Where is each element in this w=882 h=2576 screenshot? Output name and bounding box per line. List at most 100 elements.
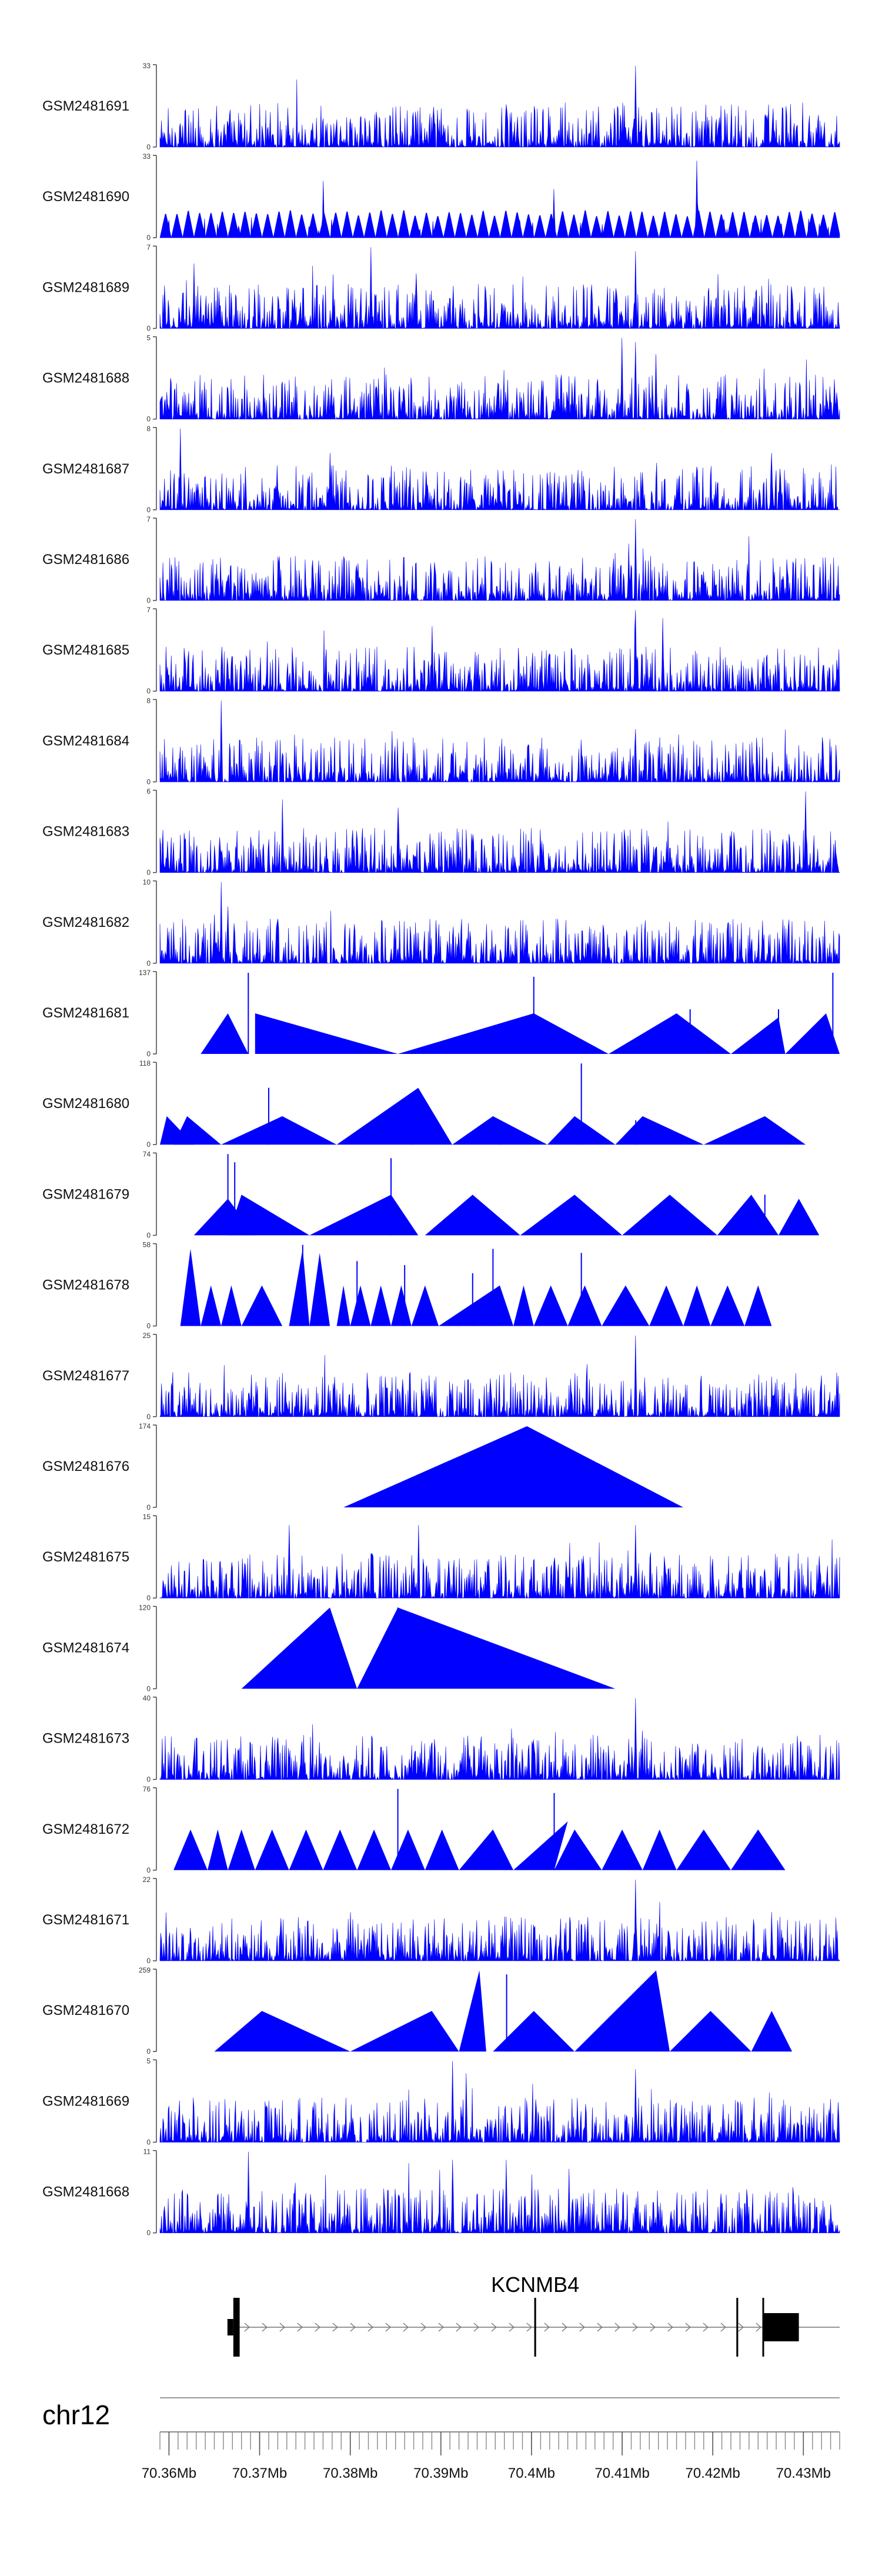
coverage-triangle xyxy=(241,1285,283,1326)
strand-arrow xyxy=(685,2323,691,2332)
track-label: GSM2481674 xyxy=(42,1640,129,1656)
y-axis-max-label: 22 xyxy=(143,1876,151,1884)
y-axis-max-label: 6 xyxy=(146,788,151,796)
coverage-area xyxy=(159,2061,840,2143)
coverage-triangle xyxy=(785,1013,840,1054)
coverage-triangle xyxy=(683,1285,711,1326)
coverage-triangle xyxy=(221,1285,242,1326)
strand-arrow xyxy=(738,2323,744,2332)
track-label: GSM2481691 xyxy=(42,98,129,114)
coverage-triangle xyxy=(336,1087,453,1145)
track-label: GSM2481688 xyxy=(42,371,129,386)
y-axis-min-label: 0 xyxy=(146,869,151,877)
track-GSM2481689: GSM2481689 7 0 xyxy=(42,243,840,332)
track-label: GSM2481678 xyxy=(42,1277,129,1293)
track-label: GSM2481671 xyxy=(42,1912,129,1928)
coverage-triangle xyxy=(241,1607,358,1689)
coverage-triangle xyxy=(228,1194,310,1236)
coverage-triangle xyxy=(439,1285,514,1326)
strand-arrow xyxy=(297,2323,303,2332)
coverage-triangle xyxy=(370,1285,391,1326)
y-axis-max-label: 58 xyxy=(143,1241,151,1249)
track-label: GSM2481690 xyxy=(42,189,129,205)
track-label: GSM2481668 xyxy=(42,2184,129,2200)
coverage-triangle xyxy=(391,1829,425,1870)
exon-tick xyxy=(762,2298,764,2357)
y-axis-min-label: 0 xyxy=(146,1231,151,1239)
strand-arrow xyxy=(562,2323,567,2332)
y-axis-max-label: 33 xyxy=(143,152,151,161)
coverage-area xyxy=(159,65,840,148)
strand-arrow xyxy=(262,2323,268,2332)
coverage-triangle xyxy=(574,1970,670,2052)
coverage-triangle xyxy=(323,1829,358,1870)
track-GSM2481675: GSM2481675 15 0 xyxy=(42,1513,840,1602)
strand-arrow xyxy=(420,2323,426,2332)
coverage-triangle xyxy=(214,2011,350,2052)
y-axis-max-label: 10 xyxy=(143,878,151,886)
strand-arrow xyxy=(632,2323,638,2332)
track-label: GSM2481670 xyxy=(42,2003,129,2018)
y-axis-min-label: 0 xyxy=(146,1322,151,1330)
track-label: GSM2481684 xyxy=(42,733,129,749)
strand-arrow xyxy=(526,2323,532,2332)
coverage-triangle xyxy=(649,1285,684,1326)
coverage-area xyxy=(159,700,840,783)
coverage-triangle xyxy=(255,1829,289,1870)
track-GSM2481678: GSM2481678 58 0 xyxy=(42,1241,772,1330)
coverage-triangle xyxy=(207,1829,228,1870)
y-axis-min-label: 0 xyxy=(146,2047,151,2056)
coverage-area xyxy=(159,519,840,601)
coverage-triangle xyxy=(173,1116,221,1145)
y-axis-min-label: 0 xyxy=(146,2229,151,2237)
coverage-triangle xyxy=(391,1285,412,1326)
strand-arrow xyxy=(385,2323,391,2332)
track-GSM2481687: GSM2481687 8 0 xyxy=(42,425,840,514)
y-axis-max-label: 74 xyxy=(143,1150,151,1158)
y-axis-min-label: 0 xyxy=(146,1050,151,1058)
coverage-triangle xyxy=(717,1194,779,1236)
coverage-triangle xyxy=(779,1199,820,1236)
strand-arrow xyxy=(509,2323,514,2332)
coverage-triangle xyxy=(602,1285,650,1326)
strand-arrow xyxy=(350,2323,356,2332)
x-tick-label: 70.39Mb xyxy=(413,2465,468,2481)
strand-arrow xyxy=(438,2323,444,2332)
y-axis-max-label: 174 xyxy=(139,1422,151,1430)
y-axis-min-label: 0 xyxy=(146,1776,151,1784)
y-axis-min-label: 0 xyxy=(146,1503,151,1511)
x-tick-label: 70.37Mb xyxy=(232,2465,287,2481)
y-axis-max-label: 137 xyxy=(139,969,151,977)
y-axis-min-label: 0 xyxy=(146,415,151,423)
strand-arrow xyxy=(544,2323,550,2332)
coverage-triangle xyxy=(343,1426,684,1507)
y-axis-min-label: 0 xyxy=(146,1684,151,1693)
track-label: GSM2481680 xyxy=(42,1096,129,1112)
coverage-area xyxy=(159,1879,840,1962)
track-label: GSM2481685 xyxy=(42,642,129,658)
y-axis-max-label: 7 xyxy=(146,606,151,614)
coverage-area xyxy=(159,428,840,510)
strand-arrow xyxy=(315,2323,320,2332)
coverage-triangle xyxy=(520,1194,623,1236)
coverage-triangle xyxy=(357,1829,391,1870)
y-axis-min-label: 0 xyxy=(146,1866,151,1874)
track-GSM2481671: GSM2481671 22 0 xyxy=(42,1876,840,1965)
y-axis-max-label: 7 xyxy=(146,243,151,251)
strand-arrow xyxy=(614,2323,620,2332)
coverage-area xyxy=(159,247,840,329)
coverage-triangle xyxy=(221,1116,337,1145)
track-label: GSM2481686 xyxy=(42,552,129,568)
coverage-triangle xyxy=(609,1013,731,1054)
track-GSM2481690: GSM2481690 33 0 xyxy=(42,152,840,242)
coverage-triangle xyxy=(336,1285,350,1326)
track-GSM2481685: GSM2481685 7 0 xyxy=(42,606,840,695)
track-GSM2481688: GSM2481688 5 0 xyxy=(42,334,840,423)
coverage-area xyxy=(159,1335,840,1417)
coverage-triangle xyxy=(642,1829,677,1870)
x-tick-label: 70.41Mb xyxy=(594,2465,649,2481)
y-axis-max-label: 8 xyxy=(146,696,151,705)
coverage-area xyxy=(159,161,840,238)
coverage-triangle xyxy=(201,1013,249,1054)
coverage-triangle xyxy=(425,1194,520,1236)
